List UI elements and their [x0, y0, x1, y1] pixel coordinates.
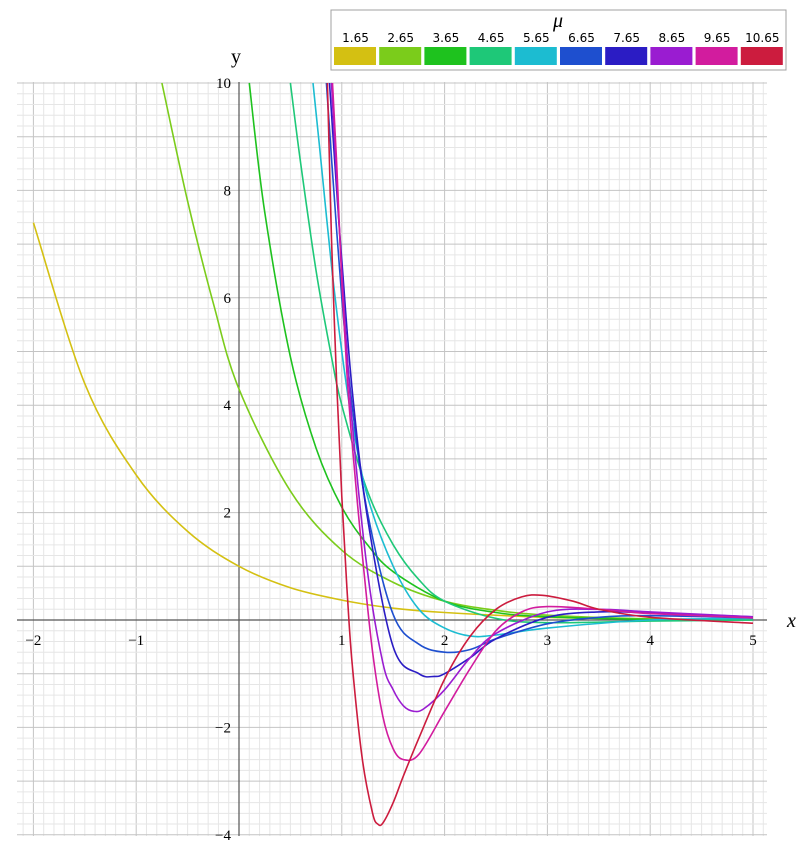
legend-item-label: 2.65 [387, 31, 414, 45]
legend-item: 2.65 [379, 31, 422, 65]
legend-item-label: 10.65 [745, 31, 779, 45]
legend-item: 8.65 [650, 31, 693, 65]
legend-swatch [469, 47, 512, 65]
series-line-mu-4-65 [289, 82, 754, 624]
series-line-mu-3-65 [248, 82, 754, 621]
legend-swatch [695, 47, 738, 65]
y-tick-label: 2 [224, 506, 232, 522]
tick-labels: −2 −1 1 2 3 4 5 −4 −2 2 4 6 8 10 [25, 76, 756, 844]
legend-item-label: 3.65 [433, 31, 460, 45]
legend-item: 4.65 [469, 31, 512, 65]
legend-item: 1.65 [334, 31, 376, 65]
legend-item-label: 7.65 [613, 31, 640, 45]
legend-swatch [740, 47, 783, 65]
y-tick-label: 4 [224, 398, 232, 414]
legend-item-label: 6.65 [568, 31, 595, 45]
series-line-mu-9-65 [331, 82, 754, 762]
series-line-mu-2-65 [161, 82, 754, 621]
y-tick-label: −4 [215, 828, 231, 844]
legend-item-label: 1.65 [342, 31, 369, 45]
x-tick-label: 3 [544, 633, 552, 649]
legend-item: 3.65 [424, 31, 467, 65]
legend-item-label: 4.65 [478, 31, 505, 45]
series-line-mu-10-65 [326, 82, 754, 827]
legend-item: 10.65 [740, 31, 783, 65]
legend-item-label: 9.65 [704, 31, 731, 45]
legend-swatch [560, 47, 602, 65]
legend-swatch [650, 47, 693, 65]
legend-item: 6.65 [560, 31, 602, 65]
legend-swatch [379, 47, 422, 65]
x-tick-label: 2 [441, 633, 449, 649]
legend-item-label: 5.65 [523, 31, 550, 45]
x-tick-label: −2 [25, 633, 41, 649]
x-tick-label: −1 [128, 633, 144, 649]
series-lines [32, 82, 754, 827]
legend-item: 5.65 [514, 31, 557, 65]
legend-items: 1.65 2.65 3.65 4.65 5.65 6.65 7.65 8.65 9.65 10.6… [334, 31, 783, 65]
legend-swatch [605, 47, 648, 65]
y-tick-label: 6 [224, 291, 232, 307]
legend-title: μ [552, 10, 563, 32]
series-line-mu-5-65 [312, 82, 754, 638]
x-tick-label: 4 [646, 633, 654, 649]
x-tick-label: 5 [749, 633, 757, 649]
series-line-mu-6-65 [325, 82, 754, 654]
grid [17, 82, 767, 836]
legend-swatch [334, 47, 376, 65]
x-tick-label: 1 [338, 633, 346, 649]
x-axis-label: x [786, 610, 796, 632]
legend-item: 9.65 [695, 31, 738, 65]
y-tick-label: 10 [216, 76, 231, 92]
legend-item: 7.65 [605, 31, 648, 65]
legend: μ 1.65 2.65 3.65 4.65 5.65 6.65 7.65 8.65 9.65 10… [330, 9, 787, 71]
legend-swatch [424, 47, 467, 65]
series-line-mu-7-65 [328, 82, 754, 678]
legend-swatch [514, 47, 557, 65]
series-line-mu-8-65 [330, 82, 754, 713]
y-tick-label: −2 [215, 720, 231, 736]
y-axis-label: y [231, 46, 241, 68]
y-tick-label: 8 [224, 183, 232, 199]
legend-item-label: 8.65 [659, 31, 686, 45]
